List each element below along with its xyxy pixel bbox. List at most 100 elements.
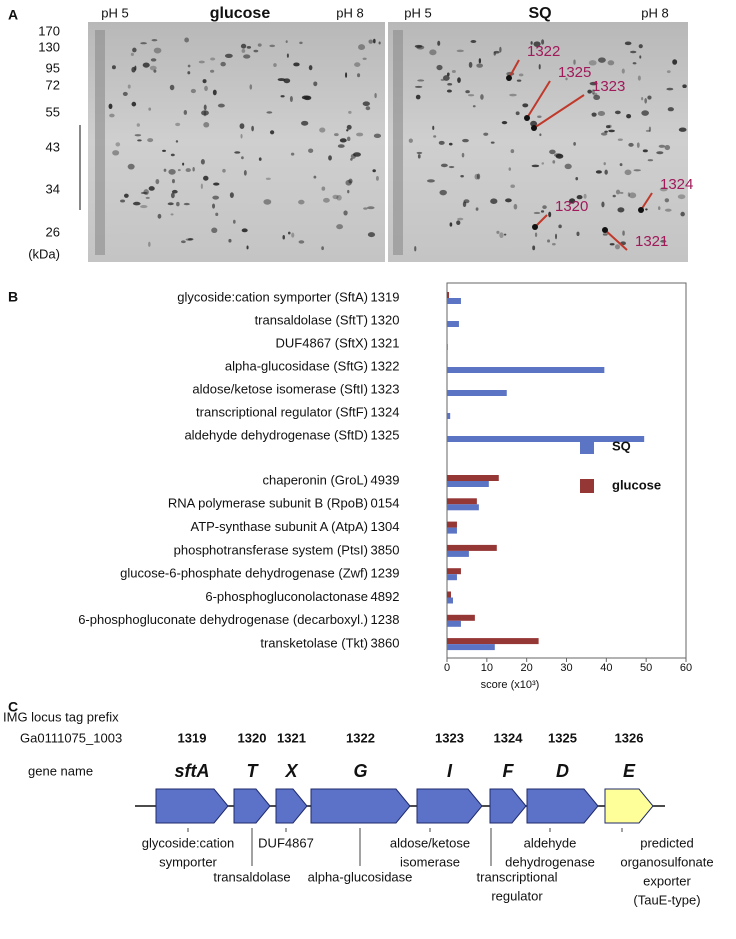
gel-spot <box>187 71 191 75</box>
gel-spot <box>647 95 652 100</box>
gel-spot <box>446 89 452 93</box>
gel-spot <box>680 211 685 217</box>
gel-spot <box>243 170 247 176</box>
gel-spot <box>170 153 175 157</box>
mw-label: 72 <box>46 77 60 92</box>
gel-spot <box>319 127 326 133</box>
gel-spot <box>440 163 448 168</box>
gel-spot <box>354 62 361 67</box>
spot <box>524 115 530 121</box>
gel-spot <box>192 166 195 172</box>
gel-spot <box>301 95 310 100</box>
gel-spot <box>140 42 147 45</box>
gel-spot <box>552 242 556 246</box>
gel-spot <box>447 82 453 86</box>
gel-spot <box>280 95 285 98</box>
gel-spot <box>591 112 597 117</box>
gel-spot <box>461 152 465 158</box>
mw-label: 130 <box>38 39 60 54</box>
gel-spot <box>439 189 447 196</box>
gel-spot <box>533 41 541 47</box>
gene-description: transaldolase <box>213 869 290 884</box>
gel-spot <box>624 169 632 176</box>
ph-label: pH 5 <box>404 5 431 20</box>
spot-pointer <box>640 192 653 211</box>
gel-spot <box>530 120 538 127</box>
gene-arrow <box>233 788 271 824</box>
x-tick-label: 10 <box>481 662 493 674</box>
gel-spot <box>476 63 483 68</box>
gel-spot <box>210 57 216 61</box>
prefix: Ga0111075_1003 <box>20 730 122 745</box>
spot-pointer <box>533 94 585 129</box>
gene-description: (TauE-type) <box>633 892 700 907</box>
gel-spot <box>598 57 606 63</box>
gel-spot <box>336 194 342 201</box>
gel-spot <box>555 153 564 159</box>
gel-spot <box>285 40 288 43</box>
bar <box>447 413 451 419</box>
gel-spot <box>638 44 643 49</box>
gel-spot <box>367 232 376 238</box>
locus-id: 1321 <box>371 335 400 350</box>
gel-spot <box>153 47 162 54</box>
gel-spot <box>462 138 469 143</box>
gel-spot <box>130 52 134 56</box>
gel-spot <box>246 245 249 250</box>
gel-spot <box>468 61 473 68</box>
gel-spot <box>282 234 285 240</box>
gel-spot <box>564 163 572 170</box>
gel-spot <box>153 69 157 73</box>
gel-spot <box>591 89 595 95</box>
gel-spot <box>612 194 616 198</box>
gene-description: aldehyde <box>524 835 577 850</box>
x-tick-label: 30 <box>560 662 572 674</box>
ph-label: pH 5 <box>101 5 128 20</box>
gel-spot <box>664 198 670 203</box>
gel-spot <box>298 199 305 205</box>
gel-spot <box>456 49 464 53</box>
category-label: 6-phosphogluconate dehydrogenase (decarb… <box>78 612 368 627</box>
bar <box>447 481 489 487</box>
gel-spot <box>416 151 423 155</box>
gene-arrow <box>155 788 229 824</box>
gel-spot <box>249 84 253 90</box>
category-label: phosphotransferase system (PtsI) <box>174 542 368 557</box>
gel-spot <box>246 46 252 49</box>
gel-spot <box>415 94 421 100</box>
gel-spot <box>357 73 361 78</box>
locus-tag: 1326 <box>615 730 644 745</box>
gel-spot <box>287 231 291 235</box>
gel-spot <box>132 47 137 53</box>
gel-spot <box>659 187 668 192</box>
gel-spot <box>293 62 300 67</box>
gene-name-label: gene name <box>28 763 93 778</box>
gel-spot <box>628 192 637 199</box>
gel-spot <box>378 41 381 45</box>
category-label: DUF4867 (SftX) <box>276 335 368 350</box>
gene-description: DUF4867 <box>258 835 314 850</box>
gel-spot <box>656 151 664 155</box>
spot-label: 1323 <box>592 78 625 95</box>
gel-spot <box>575 176 579 181</box>
gel-spot <box>457 217 464 221</box>
gel-spot <box>460 175 464 178</box>
gel-spot <box>515 111 520 116</box>
gel-spot <box>289 96 293 102</box>
gel-spot <box>602 233 608 236</box>
gel-spot <box>123 193 129 198</box>
gel-spot <box>136 123 140 127</box>
bar <box>447 504 479 511</box>
gel-spot <box>269 130 275 135</box>
gel-spot <box>509 93 517 97</box>
gel-spot <box>456 220 461 226</box>
gel-spot <box>374 93 377 99</box>
category-label: aldehyde dehydrogenase (SftD) <box>184 427 368 442</box>
locus-id: 1320 <box>371 312 400 327</box>
gel-spot <box>501 120 508 125</box>
category-label: transaldolase (SftT) <box>255 312 368 327</box>
gel-spot <box>212 195 220 200</box>
gel-spot <box>134 134 142 137</box>
gene-arrow <box>275 788 308 824</box>
gene-description: alpha-glucosidase <box>308 869 413 884</box>
